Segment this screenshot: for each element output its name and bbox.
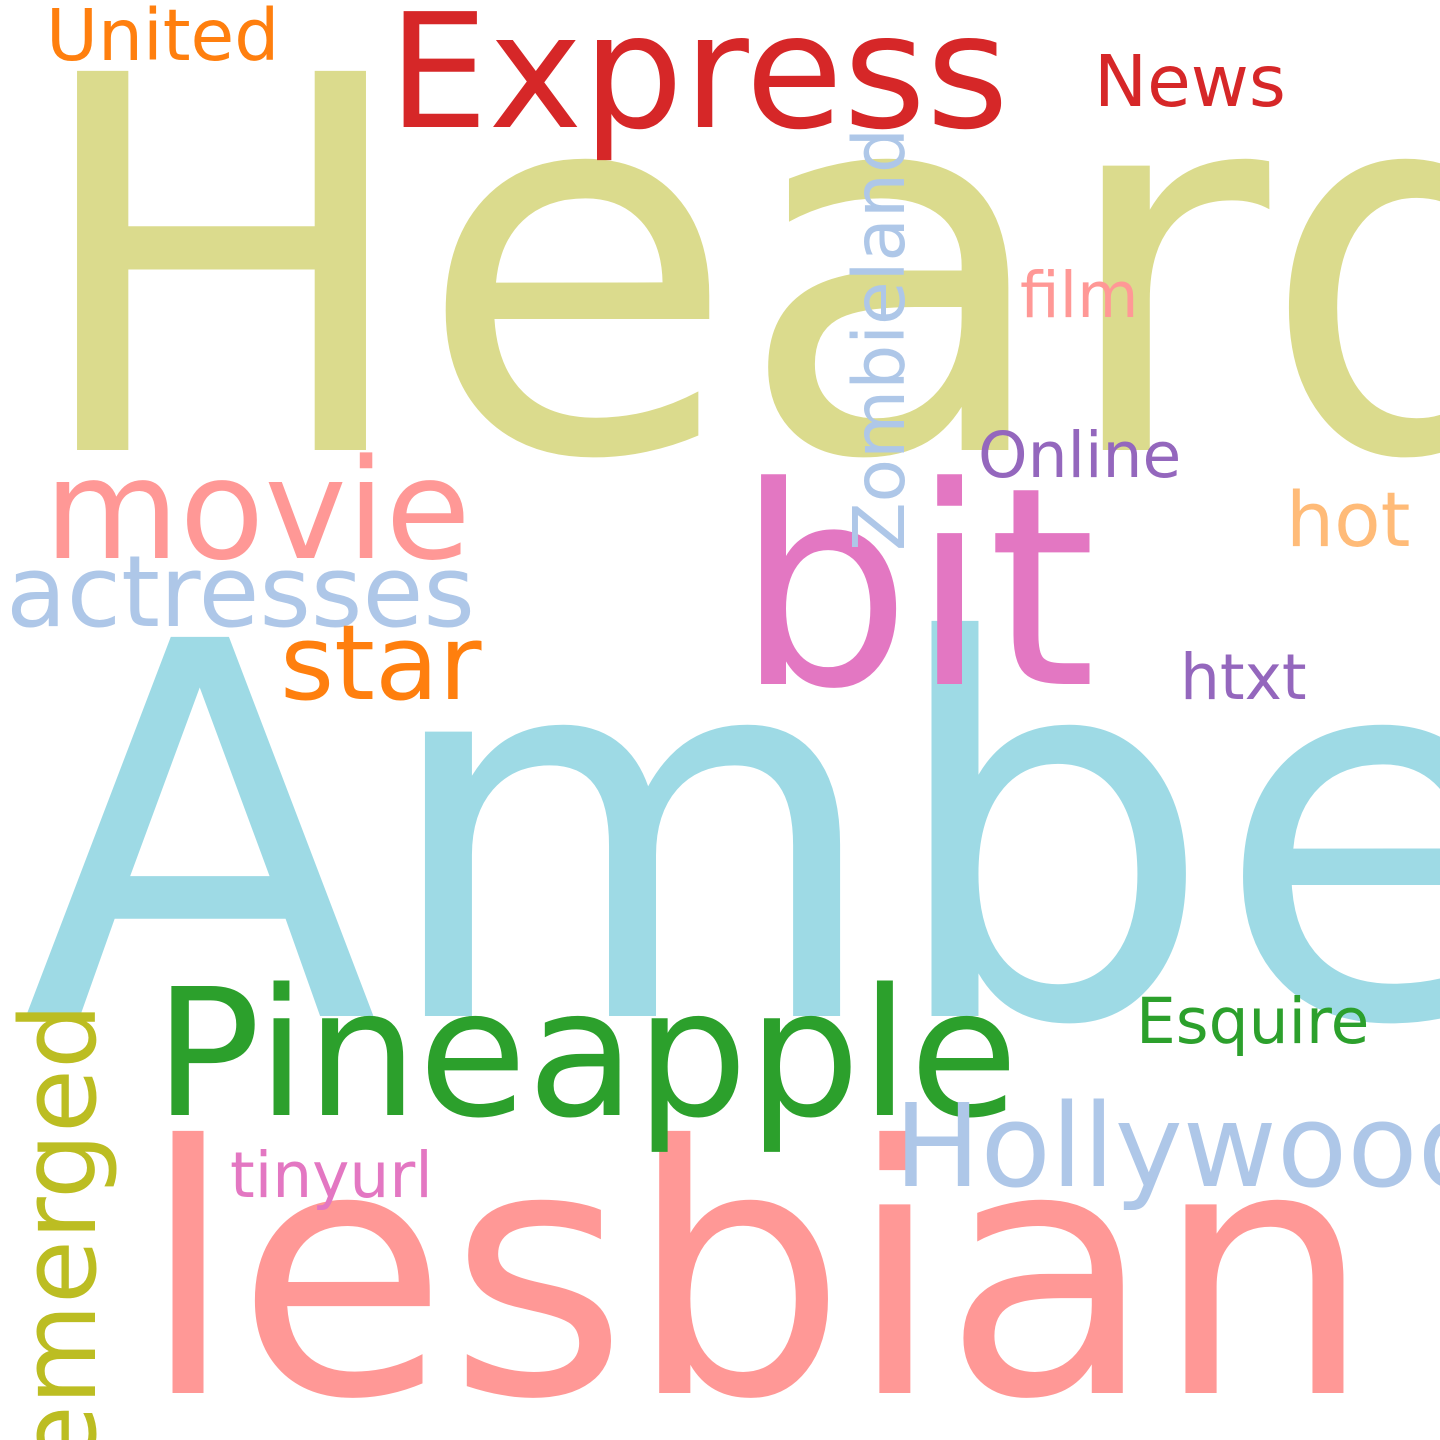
word-esquire: Esquire [1136,985,1370,1058]
word-online: Online [978,419,1182,492]
word-heard: Heard [26,0,1440,573]
word-bit: bit [736,429,1097,750]
word-film: film [1020,259,1139,332]
word-movie: movie [44,429,471,591]
word-star: star [280,602,482,724]
word-pineapple: Pineapple [154,951,1019,1157]
word-emerged: emerged [0,1003,120,1440]
word-news: News [1094,40,1286,123]
word-htxt: htxt [1180,641,1307,714]
word-amber: Amber [22,533,1440,1139]
word-united: United [46,0,280,77]
word-tinyurl: tinyurl [230,1139,433,1212]
word-hot: hot [1286,475,1411,564]
word-zombieland: Zombieland [838,128,921,552]
word-actresses: actresses [6,535,475,650]
word-express: Express [388,0,1009,165]
word-hollywood: Hollywood [894,1080,1440,1214]
word-lesbian: lesbian [140,1074,1373,1440]
